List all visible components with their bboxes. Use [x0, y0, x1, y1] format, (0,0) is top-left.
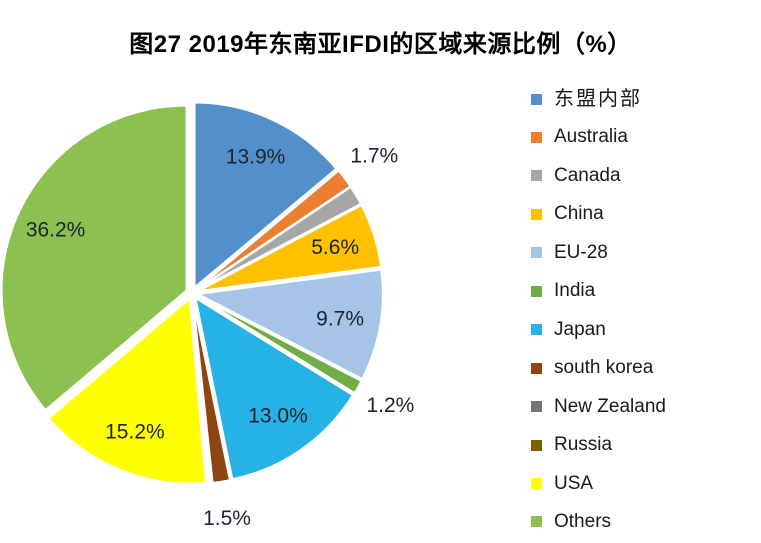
pie-slice-russia	[191, 297, 212, 485]
legend-swatch-icon	[531, 516, 542, 528]
legend-item-south-korea: south korea	[531, 356, 756, 380]
legend-label: 东盟内部	[554, 88, 642, 110]
legend-label: New Zealand	[554, 395, 666, 417]
legend-label: USA	[554, 472, 594, 494]
legend-item-new-zealand: New Zealand	[531, 395, 756, 419]
legend-swatch-icon	[531, 208, 542, 220]
pie-slice-canada	[196, 185, 362, 291]
legend-item-东盟内部: 东盟内部	[531, 87, 756, 111]
pie-slice-东盟内部	[193, 101, 338, 289]
legend-swatch-icon	[531, 362, 542, 374]
pie-slice-usa	[47, 297, 207, 485]
pie-slice-label-south-korea: 1.5%	[203, 507, 251, 530]
legend-label: India	[554, 280, 596, 302]
legend-swatch-icon	[531, 170, 542, 182]
legend-label: Japan	[554, 318, 606, 340]
legend-item-australia: Australia	[531, 125, 756, 149]
legend-swatch-icon	[531, 401, 542, 413]
pie-slice-label-india: 1.2%	[366, 394, 414, 417]
pie-slice-china	[196, 204, 383, 293]
legend-label: Australia	[554, 126, 628, 148]
pie-slice-eu-28	[196, 268, 384, 381]
legend-swatch-icon	[531, 324, 542, 336]
legend-item-china: China	[531, 202, 756, 226]
pie-slice-label-usa: 15.2%	[105, 421, 165, 444]
chart-title: 图27 2019年东南亚IFDI的区域来源比例（%）	[129, 31, 632, 58]
legend-swatch-icon	[531, 478, 542, 490]
pie-slice-label-australia: 1.7%	[350, 145, 398, 168]
legend: 东盟内部 Australia Canada China EU-28 India Japan s…	[531, 87, 756, 534]
pie-slice-label-others: 36.2%	[26, 218, 86, 241]
legend-swatch-icon	[531, 285, 542, 297]
legend-item-others: Others	[531, 510, 756, 534]
legend-item-eu-28: EU-28	[531, 241, 756, 265]
legend-item-japan: Japan	[531, 318, 756, 342]
legend-item-canada: Canada	[531, 164, 756, 188]
legend-swatch-icon	[531, 93, 542, 105]
legend-swatch-icon	[531, 439, 542, 451]
pie-slice-label-china: 5.6%	[311, 236, 359, 259]
legend-item-india: India	[531, 279, 756, 303]
legend-label: Canada	[554, 164, 621, 186]
legend-item-russia: Russia	[531, 433, 756, 457]
legend-label: south korea	[554, 357, 654, 379]
pie-slice-japan	[194, 296, 354, 481]
legend-swatch-icon	[531, 131, 542, 143]
pie-chart: 13.9% 1.7% 5.6% 9.7% 1.2% 13.0% 1.5% 15.2% 36.2%	[0, 101, 414, 530]
legend-label: EU-28	[554, 241, 608, 263]
pie-slice-label-东盟内部: 13.9%	[226, 145, 286, 168]
legend-label: Others	[554, 510, 612, 532]
legend-item-usa: USA	[531, 472, 756, 496]
legend-label: China	[554, 203, 604, 225]
pie-slice-others	[0, 104, 188, 412]
legend-label: Russia	[554, 434, 613, 456]
pie-slice-india	[196, 294, 363, 395]
pie-slice-label-japan: 13.0%	[248, 405, 308, 428]
legend-swatch-icon	[531, 247, 542, 259]
pie-slice-label-eu-28: 9.7%	[316, 307, 364, 330]
